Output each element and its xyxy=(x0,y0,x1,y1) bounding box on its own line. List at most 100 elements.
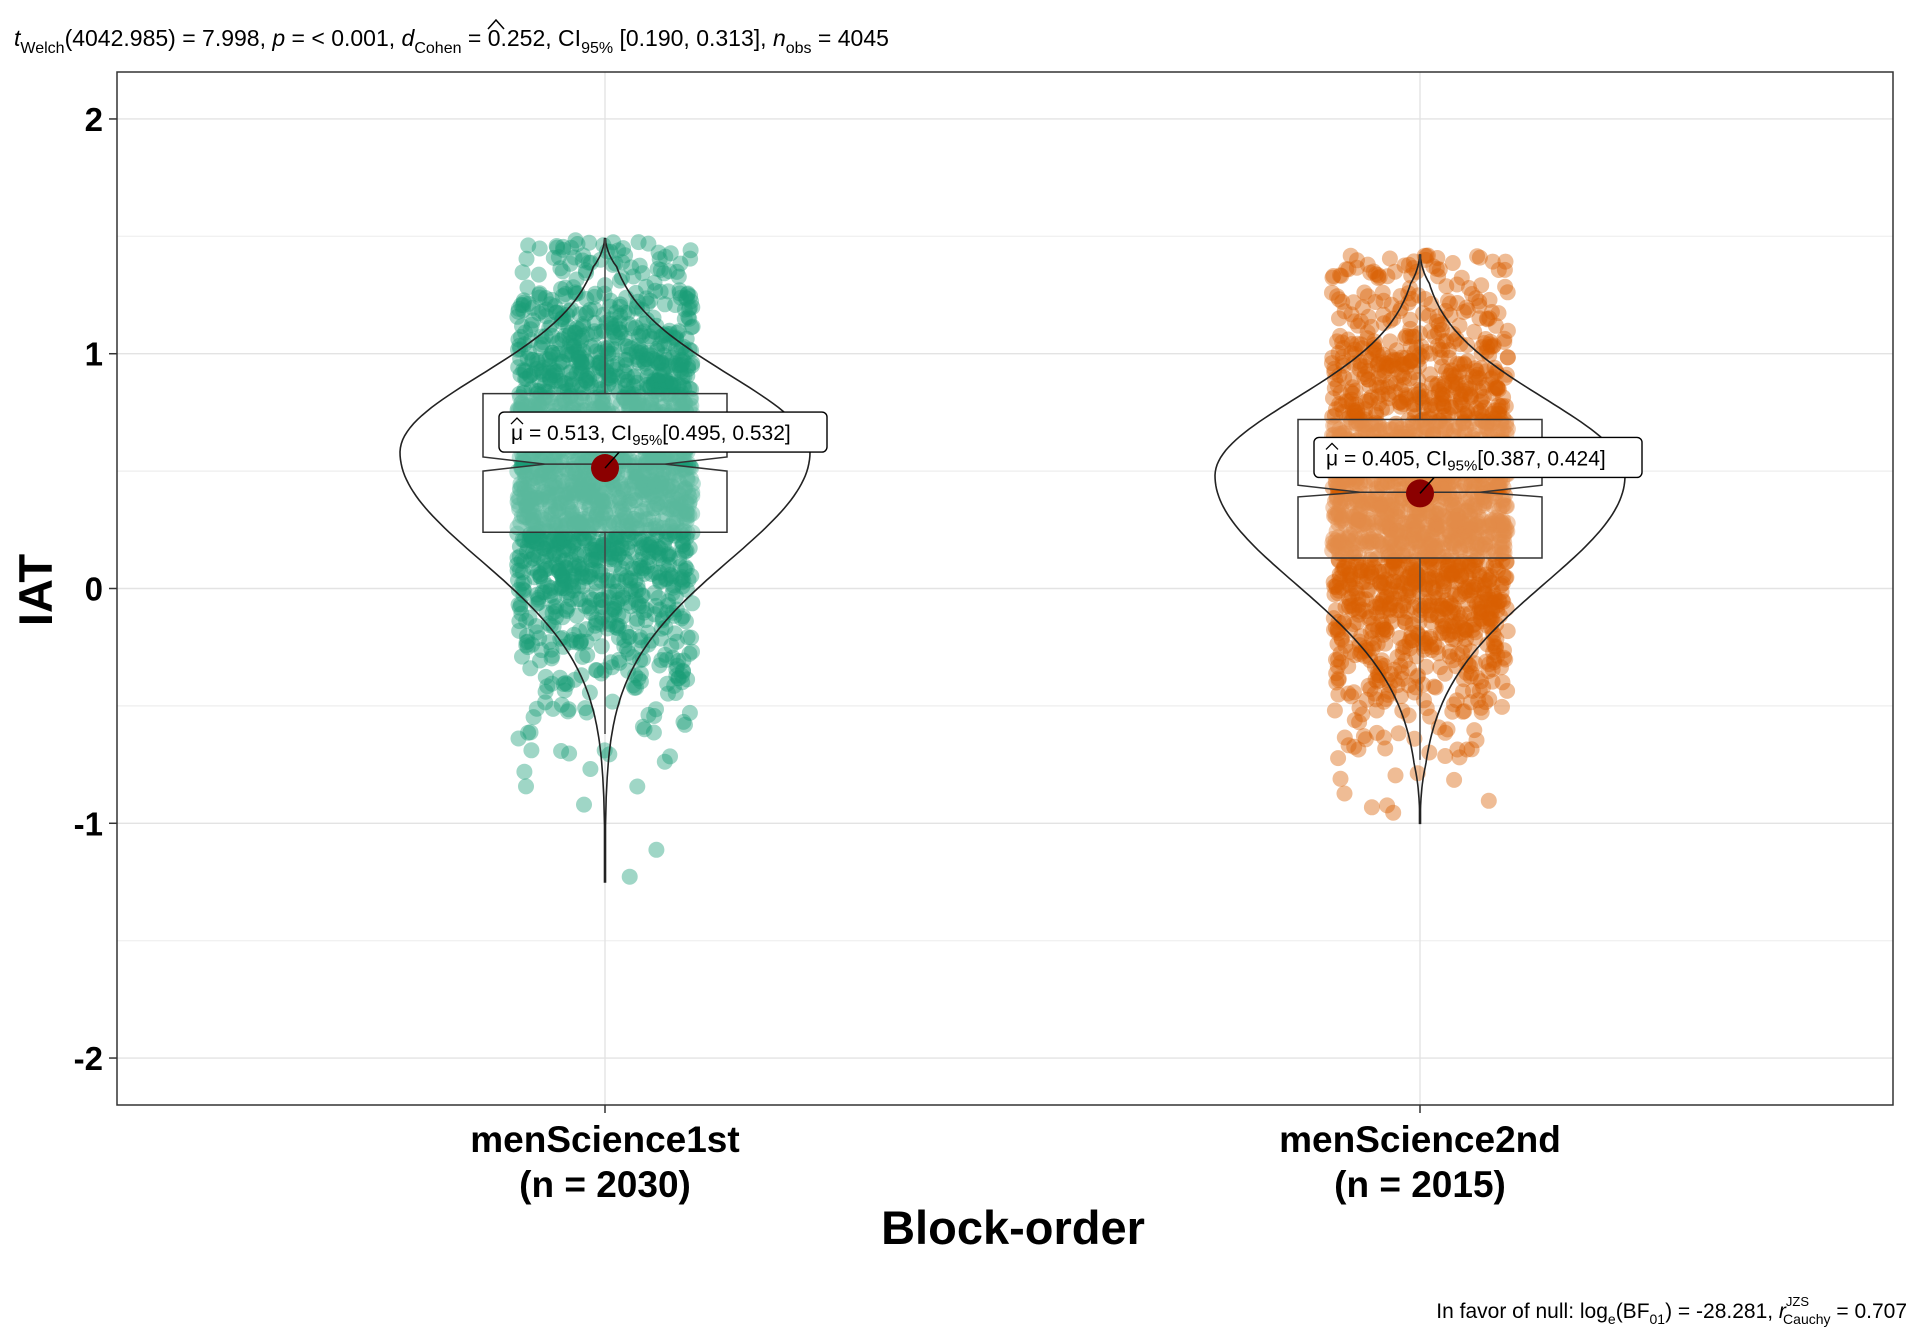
chart-subtitle: tWelch(4042.985) = 7.998, p = < 0.001, d… xyxy=(14,25,889,57)
data-point xyxy=(617,509,634,526)
data-point xyxy=(583,486,600,503)
data-point xyxy=(511,337,528,354)
data-point xyxy=(1373,612,1390,629)
data-point xyxy=(621,395,638,412)
data-point xyxy=(528,382,545,399)
data-point xyxy=(667,341,684,357)
data-point xyxy=(605,358,621,375)
data-point xyxy=(580,475,597,492)
data-point xyxy=(552,516,569,533)
data-point xyxy=(612,478,629,495)
data-point xyxy=(513,394,530,411)
data-point xyxy=(1330,750,1347,767)
data-point xyxy=(1430,268,1447,285)
data-point xyxy=(645,376,662,393)
data-point xyxy=(614,588,631,604)
data-point xyxy=(512,366,529,383)
data-point xyxy=(564,632,581,648)
data-point xyxy=(608,525,625,542)
data-point xyxy=(639,522,656,539)
data-point xyxy=(631,396,647,413)
data-point xyxy=(543,533,559,550)
data-point xyxy=(653,455,670,471)
data-point xyxy=(588,614,605,631)
x-category-label: menScience2nd xyxy=(1279,1119,1561,1160)
data-point xyxy=(597,484,614,501)
data-point xyxy=(1326,702,1343,719)
data-point xyxy=(610,651,627,668)
data-point xyxy=(641,454,658,471)
data-point xyxy=(634,482,651,499)
data-point xyxy=(566,464,583,481)
x-category-label: menScience1st xyxy=(470,1119,739,1160)
data-point xyxy=(573,479,590,496)
data-point xyxy=(631,257,648,274)
data-point xyxy=(517,363,534,380)
data-point xyxy=(584,483,601,500)
data-point xyxy=(621,868,638,885)
data-point xyxy=(650,473,667,490)
data-point xyxy=(668,633,685,650)
data-point xyxy=(638,311,655,328)
data-point xyxy=(525,526,542,542)
data-point xyxy=(1476,585,1493,602)
data-point xyxy=(536,554,552,571)
data-point xyxy=(516,509,533,526)
data-point xyxy=(576,480,593,497)
data-point xyxy=(606,599,623,615)
data-point xyxy=(530,548,546,565)
data-point xyxy=(652,499,669,516)
data-point xyxy=(644,472,661,489)
data-point xyxy=(569,469,586,486)
data-point xyxy=(566,557,583,574)
data-point xyxy=(555,383,572,400)
data-point xyxy=(606,378,623,394)
data-point xyxy=(547,398,564,415)
data-point xyxy=(1462,380,1479,397)
data-point xyxy=(1489,602,1506,619)
data-point xyxy=(674,356,691,373)
data-point xyxy=(519,495,536,512)
data-point xyxy=(650,458,667,474)
data-point xyxy=(675,662,691,679)
data-point xyxy=(1422,345,1439,362)
data-point xyxy=(679,471,696,488)
data-point xyxy=(676,301,693,318)
data-point xyxy=(618,523,635,540)
data-point xyxy=(554,566,571,583)
data-point xyxy=(577,306,594,323)
data-point xyxy=(672,571,689,588)
data-point xyxy=(611,629,627,646)
data-point xyxy=(667,355,684,372)
data-point xyxy=(527,516,544,533)
data-point xyxy=(672,386,688,403)
data-point xyxy=(595,509,611,526)
data-point xyxy=(531,374,548,390)
data-point xyxy=(649,495,666,512)
data-point xyxy=(683,397,700,414)
data-point xyxy=(616,632,633,649)
data-point xyxy=(1467,290,1484,307)
data-point xyxy=(656,337,673,354)
data-point xyxy=(629,778,646,795)
data-point xyxy=(647,564,664,581)
data-point xyxy=(616,638,633,655)
data-point xyxy=(634,265,651,282)
data-point xyxy=(602,292,619,309)
data-point xyxy=(577,487,594,504)
data-point xyxy=(579,519,596,536)
data-point xyxy=(676,368,693,385)
data-point xyxy=(550,559,567,576)
data-point xyxy=(510,331,527,348)
data-point xyxy=(1446,771,1463,788)
data-point xyxy=(564,376,581,393)
data-point xyxy=(674,393,691,410)
data-point xyxy=(525,511,542,528)
data-point xyxy=(1336,560,1353,577)
data-point xyxy=(517,468,534,485)
data-point xyxy=(684,299,701,316)
x-axis-title: Block-order xyxy=(881,1201,1145,1254)
data-point xyxy=(578,513,595,530)
data-point xyxy=(568,545,585,562)
